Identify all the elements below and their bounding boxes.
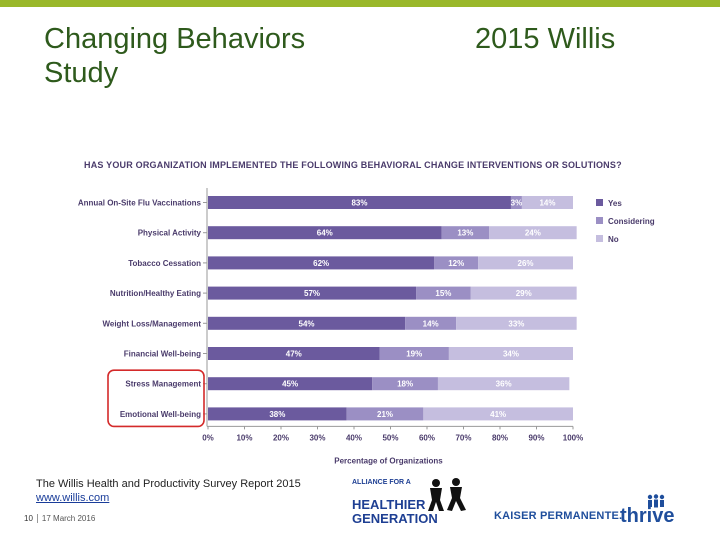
footer: 10 17 March 2016 [24, 514, 95, 523]
data-label: 21% [377, 410, 393, 419]
data-label: 57% [304, 289, 320, 298]
data-label: 36% [496, 380, 512, 389]
data-label: 34% [503, 350, 519, 359]
source-link[interactable]: www.willis.com [36, 492, 110, 504]
ahg-small-text: ALLIANCE FOR A [352, 479, 411, 486]
bar-segment [470, 286, 577, 300]
x-tick-label: 30% [309, 433, 325, 442]
category-label: Tobacco Cessation [128, 259, 201, 268]
bar-segment [208, 256, 435, 270]
category-label: Physical Activity [138, 229, 202, 238]
running-figures-icon [428, 478, 466, 511]
data-label: 45% [282, 380, 298, 389]
bar-segment [208, 286, 417, 300]
bar-segment [208, 226, 442, 240]
bar-segment [208, 316, 406, 330]
data-label: 26% [518, 259, 534, 268]
data-label: 38% [269, 410, 285, 419]
x-tick-label: 100% [563, 433, 583, 442]
data-label: 41% [490, 410, 506, 419]
bar-segment [423, 407, 573, 421]
data-label: 19% [406, 350, 422, 359]
kaiser-permanente-logo: KAISER PERMANENTE. [494, 510, 623, 522]
legend-label: Yes [608, 199, 622, 208]
thrive-figures-icon [647, 494, 665, 508]
bar-segment [437, 377, 570, 391]
slide-right-title: 2015 Willis [475, 23, 616, 55]
x-tick-label: 10% [236, 433, 252, 442]
bar-segment [434, 256, 479, 270]
data-label: 47% [286, 350, 302, 359]
bar-segment [405, 316, 457, 330]
x-tick-label: 50% [382, 433, 398, 442]
x-tick-label: 70% [455, 433, 471, 442]
bar-segment [478, 256, 573, 270]
data-label: 33% [508, 319, 524, 328]
data-label: 64% [317, 229, 333, 238]
category-label: Emotional Well-being [120, 410, 201, 419]
legend-swatch [596, 199, 603, 206]
legend-label: No [608, 235, 619, 244]
top-accent-bar [0, 0, 720, 7]
data-label: 24% [525, 229, 541, 238]
bar-segment [416, 286, 471, 300]
bar-segment [441, 226, 490, 240]
bar-segment [510, 196, 522, 209]
source-text: The Willis Health and Productivity Surve… [36, 478, 301, 490]
bar-segment [379, 347, 449, 360]
x-tick-label: 60% [419, 433, 435, 442]
legend-label: Considering [608, 217, 655, 226]
data-label: 18% [397, 380, 413, 389]
x-tick-label: 90% [528, 433, 544, 442]
legend-swatch [596, 235, 603, 242]
data-label: 13% [457, 229, 473, 238]
data-label: 14% [423, 319, 439, 328]
data-label: 3% [511, 199, 523, 208]
bar-segment [456, 316, 577, 330]
chart-title: HAS YOUR ORGANIZATION IMPLEMENTED THE FO… [84, 160, 622, 170]
bar-segment [208, 347, 380, 360]
bar-segment [489, 226, 577, 240]
thrive-logo: thrive [620, 494, 690, 528]
category-label: Stress Management [125, 380, 201, 389]
slide-title: Changing Behaviors Study [44, 23, 306, 89]
data-label: 14% [539, 199, 555, 208]
category-label: Financial Well-being [124, 350, 201, 359]
x-tick-label: 80% [492, 433, 508, 442]
data-label: 62% [313, 259, 329, 268]
bar-segment [208, 196, 511, 209]
bar-segment [208, 377, 373, 391]
x-tick-label: 0% [202, 433, 214, 442]
data-label: 29% [516, 289, 532, 298]
highlight-box [107, 369, 205, 428]
bar-segment [346, 407, 424, 421]
bar-segment [372, 377, 438, 391]
thrive-text: thrive [620, 505, 675, 527]
bar-segment [448, 347, 573, 360]
legend-swatch [596, 217, 603, 224]
x-tick-label: 40% [346, 433, 362, 442]
page-number: 10 [24, 514, 38, 523]
data-label: 15% [435, 289, 451, 298]
data-label: 12% [448, 259, 464, 268]
healthier-generation-logo: ALLIANCE FOR A HEALTHIER GENERATION [352, 478, 474, 526]
data-label: 54% [299, 319, 315, 328]
data-label: 83% [351, 199, 367, 208]
stacked-bar-chart: Annual On-Site Flu Vaccinations 83% 3% 14% P… [78, 188, 655, 465]
ahg-line2: GENERATION [352, 511, 438, 526]
category-label: Weight Loss/Management [102, 319, 201, 328]
category-label: Nutrition/Healthy Eating [110, 289, 201, 298]
x-axis-title: Percentage of Organizations [334, 456, 443, 465]
bar-segment [208, 407, 347, 421]
bar-segment [521, 196, 573, 209]
x-tick-label: 20% [273, 433, 289, 442]
ahg-line1: HEALTHIER [352, 497, 426, 512]
category-label: Annual On-Site Flu Vaccinations [78, 199, 202, 208]
footer-date: 17 March 2016 [41, 514, 96, 523]
